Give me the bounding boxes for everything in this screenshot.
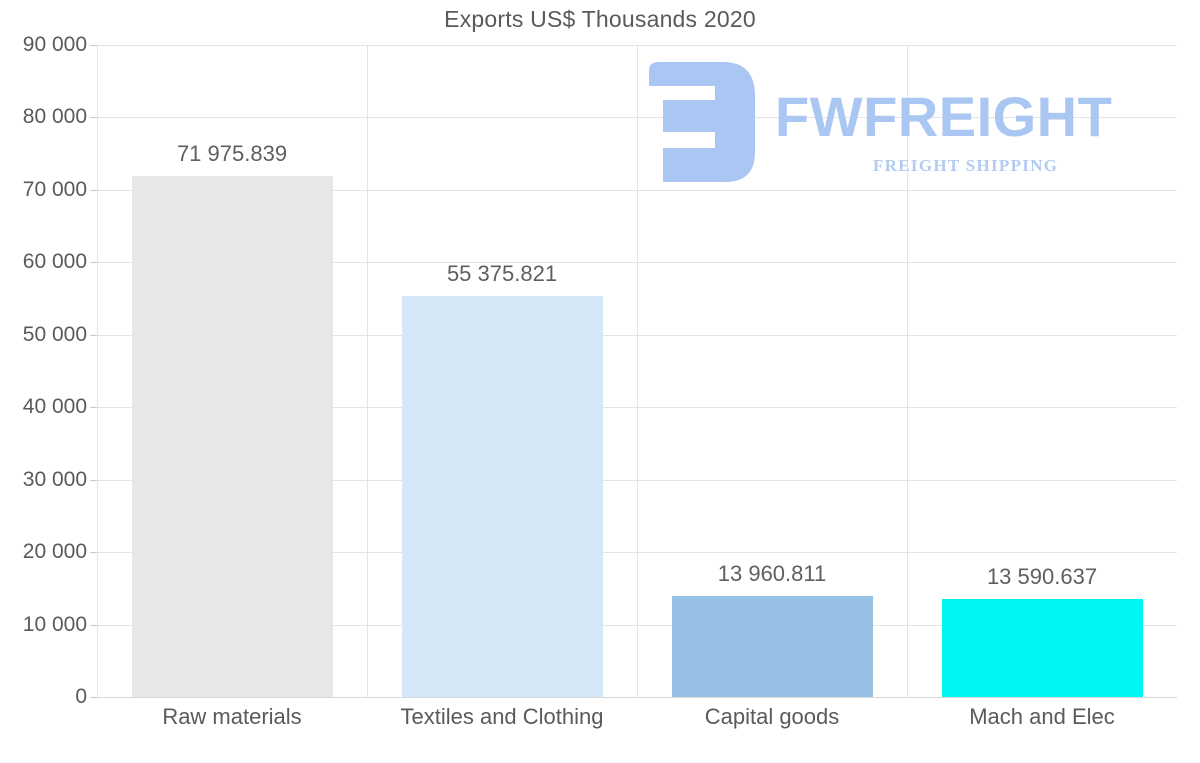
y-tick-label: 0 (75, 685, 87, 708)
bar-2[interactable] (401, 295, 603, 697)
y-tick-mark (90, 407, 97, 409)
y-tick-label: 20 000 (22, 540, 87, 564)
y-tick-mark (90, 479, 97, 481)
y-tick-label: 90 000 (22, 33, 87, 56)
y-tick-mark (90, 552, 97, 554)
bar-value-label: 71 975.839 (176, 140, 288, 166)
gridline-vertical (907, 45, 908, 697)
x-tick-label: Mach and Elec (969, 704, 1115, 729)
x-tick-label: Textiles and Clothing (400, 704, 604, 729)
chart-title: Exports US$ Thousands 2020 (444, 6, 756, 32)
bar-4[interactable] (941, 598, 1143, 697)
gridline-vertical (367, 45, 368, 697)
bar-3[interactable] (671, 595, 873, 697)
x-tick-label: Raw materials (162, 704, 302, 729)
y-tick-label: 70 000 (22, 177, 87, 201)
bar-value-label: 13 960.811 (717, 560, 827, 586)
y-tick-label: 80 000 (22, 105, 87, 129)
y-tick-mark (90, 45, 97, 46)
y-tick-mark (90, 624, 97, 626)
y-tick-label: 50 000 (22, 322, 87, 346)
y-tick-label: 10 000 (22, 612, 87, 636)
y-tick-mark (90, 117, 97, 119)
y-tick-label: 60 000 (22, 250, 87, 274)
y-tick-mark (90, 189, 97, 191)
y-tick-mark (90, 697, 97, 698)
y-tick-mark (90, 262, 97, 264)
bar-value-label: 55 375.821 (446, 260, 558, 286)
bar-1[interactable] (131, 175, 333, 697)
x-tick-label: Capital goods (704, 704, 840, 729)
bar-value-label: 13 590.637 (986, 563, 1098, 589)
y-tick-label: 40 000 (22, 395, 87, 419)
gridline-vertical (637, 45, 638, 697)
plot-area (97, 45, 1177, 697)
y-axis-line (97, 45, 98, 698)
y-tick-mark (90, 334, 97, 336)
y-tick-label: 30 000 (22, 467, 87, 491)
x-axis-line (97, 697, 1177, 698)
